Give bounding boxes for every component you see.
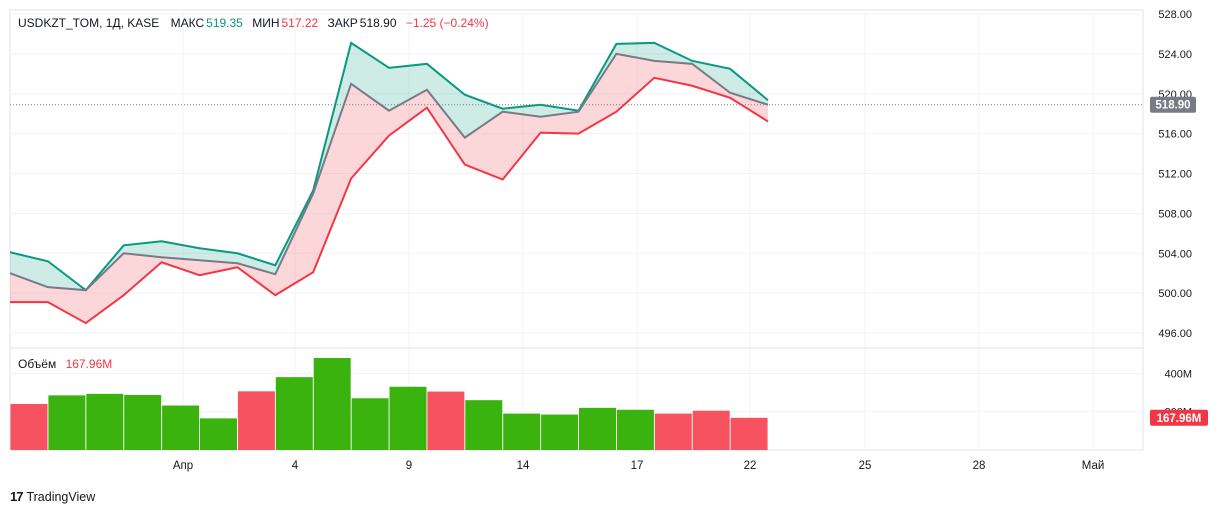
volume-bar [579, 407, 616, 450]
price-tick-label: 504.00 [1158, 248, 1192, 260]
volume-bar [162, 405, 200, 450]
volume-bar [86, 393, 124, 450]
volume-bar [351, 398, 389, 450]
low-series-line [10, 76, 769, 325]
close-series-line [9, 52, 769, 292]
high-series-line [9, 41, 769, 292]
volume-value: 167.96M [65, 357, 113, 371]
volume-legend: Объём 167.96M [18, 357, 112, 371]
last-price-badge [1150, 96, 1196, 113]
symbol-label: USDKZT_TOM, 1Д, KASE [18, 16, 160, 30]
last-price-label: 518.90 [1155, 100, 1190, 112]
high-value: 519.35 [206, 16, 243, 30]
volume-bar [124, 394, 162, 450]
volume-bar [389, 386, 427, 450]
time-axis-label: 9 [406, 460, 412, 472]
change-value: −1.25 (−0.24%) [405, 16, 489, 30]
volume-bar [200, 418, 237, 450]
volume-bar [730, 417, 768, 450]
volume-bar [10, 404, 48, 450]
price-tick-label: 524.00 [1158, 49, 1192, 61]
last-volume-label: 167.96M [1157, 413, 1202, 425]
volume-bar [692, 410, 730, 450]
volume-bar [48, 395, 86, 450]
high-label: МАКС [170, 16, 205, 30]
price-tick-label: 512.00 [1158, 169, 1192, 181]
low-label: МИН [252, 16, 280, 30]
tradingview-text: TradingView [26, 489, 96, 504]
time-axis-label: Апр [173, 460, 193, 472]
time-axis-label: 14 [517, 460, 530, 472]
price-tick-label: 528.00 [1158, 9, 1192, 21]
close-value: 518.90 [359, 16, 397, 30]
volume-tick-label: 400M [1164, 368, 1192, 380]
volume-bar [237, 391, 275, 450]
price-tick-label: 500.00 [1158, 288, 1192, 300]
volume-bar [313, 358, 351, 450]
volume-bar [541, 414, 579, 450]
volume-bar [654, 413, 692, 450]
volume-bar [616, 409, 654, 450]
tradingview-logo-icon: 17 [10, 489, 24, 504]
tradingview-branding[interactable]: 17 TradingView [10, 489, 95, 504]
volume-bar [275, 377, 313, 450]
close-low-fill [10, 53, 768, 324]
low-value: 517.22 [281, 16, 319, 30]
price-tick-label: 516.00 [1158, 129, 1192, 141]
time-axis-label: 4 [292, 460, 299, 472]
symbol-legend: USDKZT_TOM, 1Д, KASE МАКС 519.35 МИН 517.2… [18, 16, 495, 30]
time-axis-label: 17 [631, 460, 644, 472]
volume-bar [503, 413, 541, 450]
plot-frame [9, 9, 1144, 451]
high-close-fill [10, 42, 768, 291]
time-axis-label: 25 [859, 460, 872, 472]
close-label: ЗАКР [327, 16, 358, 30]
last-volume-badge [1150, 409, 1208, 426]
volume-bar [465, 400, 503, 450]
volume-label: Объём [18, 357, 57, 371]
time-axis-label: Май [1082, 460, 1105, 472]
price-tick-label: 496.00 [1158, 328, 1192, 340]
time-axis-label: 22 [744, 460, 757, 472]
price-tick-label: 508.00 [1158, 208, 1192, 220]
volume-bar [427, 391, 465, 450]
time-axis-label: 28 [973, 460, 986, 472]
